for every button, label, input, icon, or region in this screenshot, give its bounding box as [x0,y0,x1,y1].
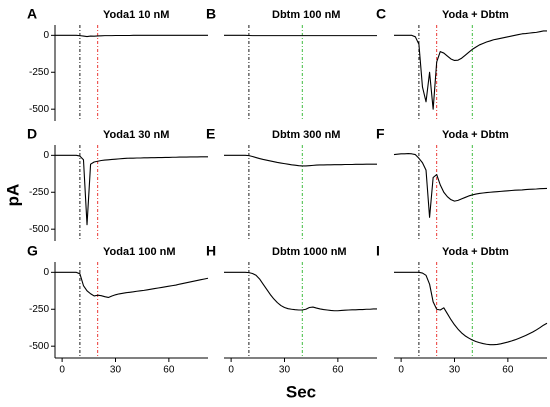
y-tick-label: -250 [29,304,49,315]
trace [55,271,209,298]
panel-title: Yoda1 100 nM [103,246,176,258]
trace [55,34,208,38]
panel-title: Yoda1 10 nM [103,9,169,21]
x-tick-label: 60 [502,365,514,376]
x-axis-label: Sec [286,382,316,401]
x-tick-label: 30 [279,365,291,376]
panel-title: Yoda1 30 nM [103,129,169,141]
panel-letter: B [206,6,216,22]
trace [224,154,377,167]
trace [394,30,547,110]
panel-letter: E [206,126,215,142]
trace [55,154,208,226]
x-tick-label: 0 [59,365,65,376]
x-tick-label: 60 [332,365,344,376]
panel-title: Dbtm 300 nM [272,129,340,141]
panel-letter: F [376,126,385,142]
y-tick-label: 0 [43,150,49,161]
x-tick-label: 60 [163,365,175,376]
panel-title: Yoda + Dbtm [442,9,509,21]
y-tick-label: -250 [29,187,49,198]
panel-letter: I [376,243,380,259]
x-tick-label: 30 [110,365,122,376]
panel-title: Yoda + Dbtm [442,246,509,258]
panel-title: Dbtm 1000 nM [272,246,347,258]
panel-letter: D [27,126,37,142]
x-tick-label: 0 [228,365,234,376]
y-tick-label: 0 [43,30,49,41]
panel-letter: C [376,6,386,22]
y-tick-label: -500 [29,341,49,352]
trace [394,271,548,346]
panel-title: Yoda + Dbtm [442,129,509,141]
y-tick-label: -500 [29,104,49,115]
x-tick-label: 30 [449,365,461,376]
x-tick-label: 0 [398,365,404,376]
y-tick-label: -250 [29,67,49,78]
panel-title: Dbtm 100 nM [272,9,340,21]
panel-letter: G [27,243,38,259]
trace [224,271,377,312]
y-tick-label: -500 [29,224,49,235]
y-axis-label: pA [3,184,22,207]
panel-letter: H [206,243,216,259]
panel-letter: A [27,6,37,22]
trace [393,153,548,218]
y-tick-label: 0 [43,267,49,278]
